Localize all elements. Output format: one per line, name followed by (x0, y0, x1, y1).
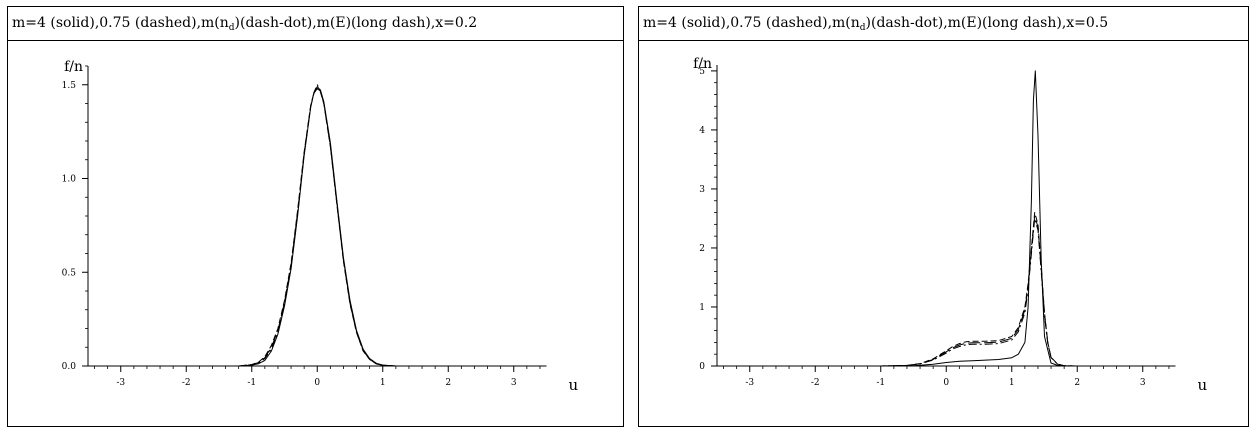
series-line-dash-dot (717, 218, 1176, 367)
y-axis-label: f/n (693, 56, 712, 72)
y-tick-label: 0.0 (62, 362, 77, 372)
chart-plot-right: -3 -2 -1 0 1 2 3 0 1 2 3 4 5 u f/n (693, 56, 1208, 394)
y-tick-label: 0.5 (62, 268, 77, 278)
x-tick-label: 1 (380, 378, 386, 388)
x-tick-label: 0 (314, 378, 320, 388)
chart-title: m=4 (solid),0.75 (dashed),m(nd)(dash-dot… (639, 7, 1248, 41)
y-tick-label: 5 (699, 67, 705, 77)
series-line-dash-dot (88, 84, 547, 367)
y-axis-label: f/n (64, 59, 83, 75)
y-tick-label: 0 (699, 362, 705, 372)
chart-panel-left: m=4 (solid),0.75 (dashed),m(nd)(dash-dot… (7, 6, 624, 427)
series-line-dashed (717, 212, 1176, 367)
series-line-long-dash (88, 88, 547, 367)
y-tick-label: 1.5 (62, 81, 77, 91)
y-tick-label: 2 (699, 244, 705, 254)
x-tick-label: -1 (247, 378, 256, 388)
x-axis-label: u (569, 376, 579, 394)
x-tick-label: -1 (876, 378, 885, 388)
x-tick-label: -2 (182, 378, 191, 388)
y-tick-label: 4 (699, 126, 705, 136)
chart-plot-left: -3 -2 -1 0 1 2 3 0.0 0.5 1.0 1.5 u f/n (62, 59, 579, 394)
x-tick-label: -2 (811, 378, 820, 388)
x-tick-label: 0 (943, 378, 949, 388)
x-tick-label: 3 (511, 378, 517, 388)
chart-title: m=4 (solid),0.75 (dashed),m(nd)(dash-dot… (8, 7, 623, 41)
y-tick-label: 1 (699, 303, 705, 313)
series-line-long-dash (717, 215, 1176, 367)
y-tick-label: 1.0 (62, 175, 77, 185)
x-tick-label: 2 (445, 378, 451, 388)
series-line-solid (717, 70, 1176, 367)
x-tick-label: -3 (116, 378, 125, 388)
chart-panel-right: m=4 (solid),0.75 (dashed),m(nd)(dash-dot… (638, 6, 1249, 427)
y-tick-label: 3 (699, 185, 705, 195)
x-tick-label: -3 (745, 378, 754, 388)
x-tick-label: 2 (1074, 378, 1080, 388)
series-line-solid (88, 86, 547, 367)
x-axis-label: u (1198, 376, 1208, 394)
x-tick-label: 1 (1009, 378, 1015, 388)
series-line-dashed (88, 88, 547, 367)
x-tick-label: 3 (1140, 378, 1146, 388)
